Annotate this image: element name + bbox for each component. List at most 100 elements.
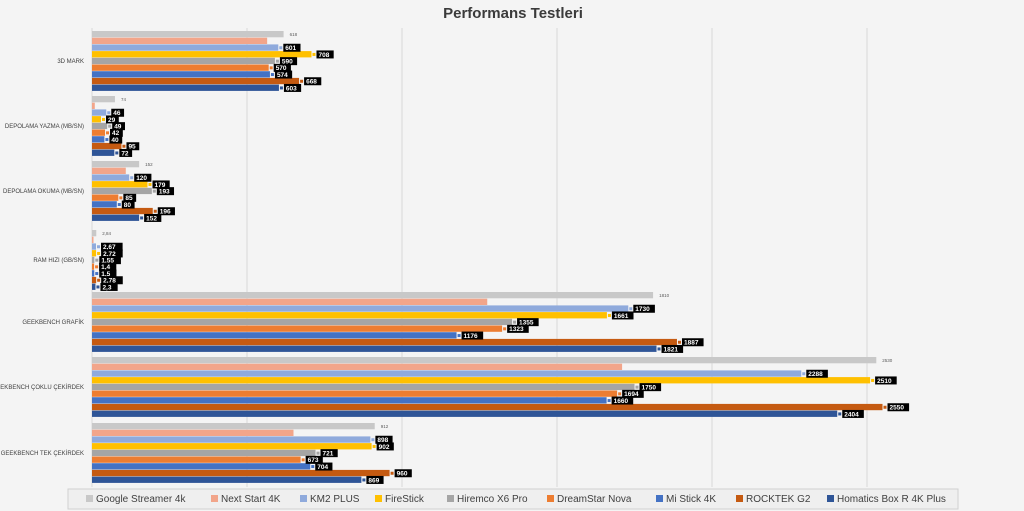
data-label: 2,84: [102, 231, 111, 236]
bar-rocktek-g2: [92, 207, 153, 215]
data-label-box: [376, 442, 394, 451]
data-label-box: [157, 207, 175, 216]
data-label: 1821: [664, 346, 679, 353]
data-label-box: [119, 148, 133, 157]
data-label: 42: [112, 130, 120, 137]
bar-hiremco-x6-pro: [92, 383, 635, 391]
label-marker: [275, 59, 279, 63]
label-marker: [316, 451, 320, 455]
bar-homatics-box-r-4k-plus: [92, 345, 657, 352]
label-marker: [390, 471, 394, 475]
data-label: 601: [285, 45, 296, 52]
bar-mi-stick-4k: [92, 397, 607, 404]
legend-swatch-hiremco-x6-pro: [447, 495, 454, 502]
data-label: 704: [317, 464, 328, 471]
bar-next-start-4k: [92, 429, 294, 436]
label-marker: [311, 465, 315, 469]
data-label-box: [622, 389, 644, 398]
data-label-box: [366, 475, 384, 484]
bar-km2-plus: [92, 436, 371, 443]
bar-google-streamer-4k: [92, 161, 140, 168]
label-marker: [122, 144, 126, 148]
label-marker: [457, 334, 461, 338]
data-label: 570: [276, 65, 287, 72]
bar-next-start-4k: [92, 298, 488, 305]
label-marker: [95, 258, 99, 262]
label-marker: [140, 216, 144, 220]
legend-entry-dreamstar-nova: DreamStar Nova: [557, 494, 632, 505]
bar-rocktek-g2: [92, 276, 97, 284]
label-marker: [802, 372, 806, 376]
bar-mi-stick-4k: [92, 463, 311, 470]
data-label: 2288: [808, 371, 823, 378]
bar-dreamstar-nova: [92, 194, 119, 201]
bar-dreamstar-nova: [92, 64, 269, 71]
bar-dreamstar-nova: [92, 390, 618, 397]
bar-hiremco-x6-pro: [92, 318, 513, 326]
data-label: 574: [277, 72, 288, 79]
data-label-box: [274, 70, 293, 79]
label-marker: [96, 285, 100, 289]
data-label-box: [661, 344, 684, 353]
category-label: GEEKBENCH GRAFİK: [22, 319, 84, 326]
bar-firestick: [92, 181, 148, 188]
data-label: 2,3: [102, 284, 111, 291]
data-label-box: [112, 122, 125, 131]
bar-homatics-box-r-4k-plus: [92, 214, 140, 221]
data-label: 869: [368, 477, 379, 484]
data-label-box: [101, 242, 123, 251]
bar-google-streamer-4k: [92, 96, 115, 103]
bars: [92, 31, 883, 483]
bar-mi-stick-4k: [92, 332, 457, 339]
label-marker: [838, 412, 842, 416]
legend-entry-hiremco-x6-pro: Hiremco X6 Pro: [457, 494, 528, 505]
bar-rocktek-g2: [92, 142, 122, 150]
bar-google-streamer-4k: [92, 357, 877, 364]
data-label: 603: [286, 85, 297, 92]
label-marker: [108, 124, 112, 128]
data-label: 2,72: [103, 251, 116, 258]
label-marker: [312, 52, 316, 56]
bar-firestick: [92, 250, 97, 257]
data-label-box: [611, 311, 634, 320]
data-label-box: [273, 63, 291, 72]
data-label-box: [111, 108, 125, 117]
label-marker: [657, 347, 661, 351]
data-label: 74: [121, 97, 127, 102]
data-label: 1810: [659, 293, 670, 298]
bar-hiremco-x6-pro: [92, 256, 95, 264]
legend-swatch-next-start-4k: [211, 495, 218, 502]
category-label: DEPOLAMA YAZMA (MB/SN): [5, 124, 84, 130]
data-label-box: [99, 256, 121, 265]
label-marker: [117, 203, 121, 207]
data-label: 72: [121, 150, 129, 157]
bar-firestick: [92, 51, 312, 58]
bar-next-start-4k: [92, 102, 95, 109]
data-label-box: [134, 173, 152, 182]
data-label-box: [633, 304, 655, 313]
chart-title: Performans Testleri: [443, 5, 583, 22]
data-label-box: [517, 318, 539, 327]
label-marker: [607, 313, 611, 317]
data-label-box: [283, 43, 301, 52]
data-label-box: [461, 331, 484, 340]
data-label-box: [109, 135, 123, 144]
bar-mi-stick-4k: [92, 71, 270, 78]
data-label-box: [507, 324, 529, 333]
data-label: 1887: [684, 340, 699, 347]
label-marker: [107, 111, 111, 115]
label-marker: [677, 340, 681, 344]
bar-dreamstar-nova: [92, 129, 106, 136]
data-label-box: [110, 128, 123, 137]
data-label: 960: [397, 471, 408, 478]
data-label-box: [375, 435, 393, 444]
label-marker: [97, 245, 101, 249]
bar-google-streamer-4k: [92, 292, 654, 299]
data-label: 120: [136, 175, 147, 182]
bar-rocktek-g2: [92, 403, 883, 411]
data-label-box: [320, 449, 338, 458]
label-marker: [97, 251, 101, 255]
bar-google-streamer-4k: [92, 230, 97, 237]
label-marker: [607, 399, 611, 403]
